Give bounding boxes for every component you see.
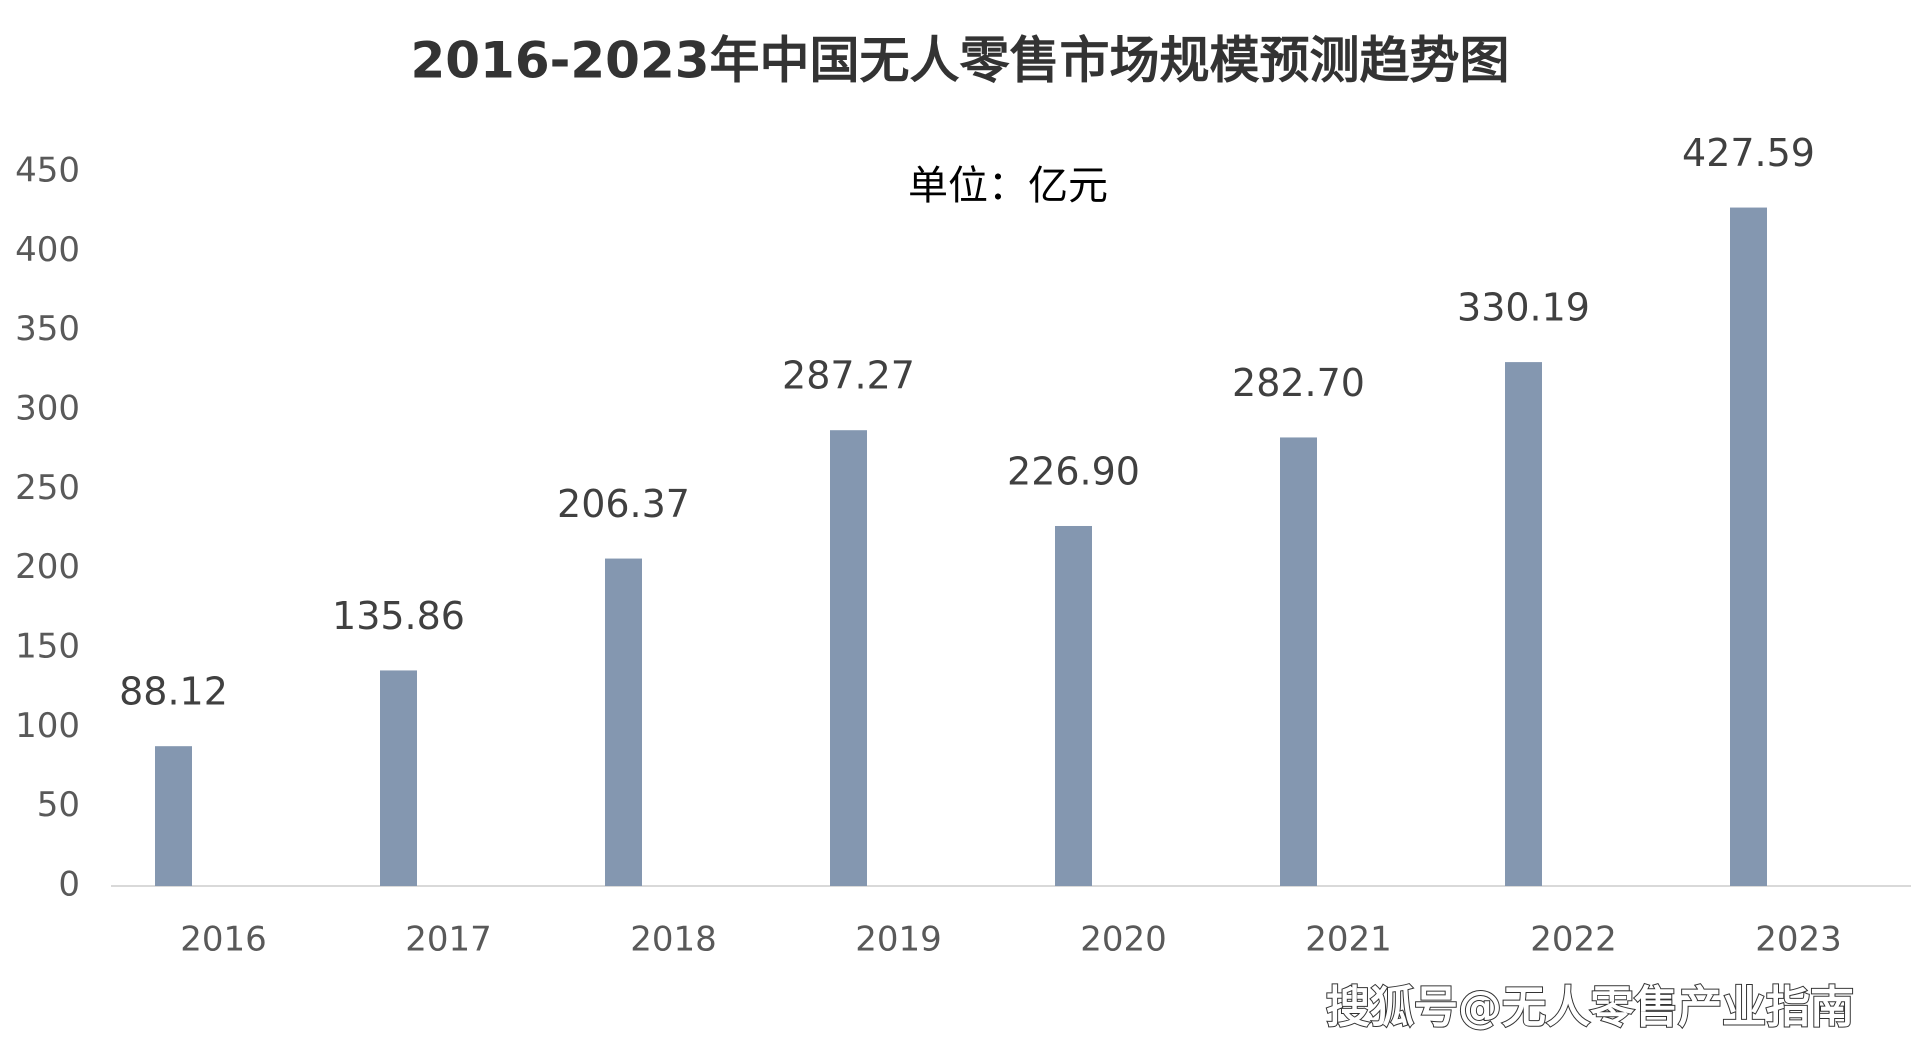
data-label: 226.90 [1007, 449, 1140, 493]
x-tick-label: 2023 [1755, 920, 1842, 960]
x-tick-label: 2016 [180, 920, 267, 960]
bar [1280, 437, 1317, 886]
bar [155, 746, 192, 886]
y-tick-label: 400 [15, 230, 80, 270]
x-tick-label: 2019 [855, 920, 942, 960]
data-label: 427.59 [1682, 131, 1815, 175]
data-label: 88.12 [119, 670, 228, 714]
x-tick-label: 2021 [1305, 920, 1392, 960]
y-tick-label: 200 [15, 547, 80, 587]
watermark: 搜狐号@无人零售产业指南 [1326, 982, 1854, 1033]
y-tick-label: 150 [15, 627, 80, 667]
chart-title: 2016-2023年中国无人零售市场规模预测趋势图 [410, 32, 1509, 90]
bar [1055, 525, 1092, 886]
y-tick-label: 350 [15, 309, 80, 349]
bar [1505, 362, 1542, 887]
y-tick-label: 100 [15, 706, 80, 746]
x-tick-label: 2020 [1080, 920, 1167, 960]
data-label: 287.27 [782, 354, 915, 398]
x-tick-label: 2017 [405, 920, 492, 960]
data-label: 330.19 [1457, 286, 1590, 330]
data-label: 282.70 [1232, 361, 1365, 405]
chart-subtitle: 单位：亿元 [908, 163, 1108, 209]
y-tick-label: 50 [37, 785, 80, 825]
y-tick-label: 0 [58, 865, 80, 905]
bar [605, 558, 642, 886]
x-tick-label: 2018 [630, 920, 717, 960]
y-tick-label: 300 [15, 389, 80, 429]
data-label: 135.86 [332, 594, 465, 638]
y-tick-label: 250 [15, 468, 80, 508]
bar [830, 430, 867, 886]
x-tick-label: 2022 [1530, 920, 1617, 960]
bar [1730, 207, 1767, 887]
data-label: 206.37 [557, 482, 690, 526]
y-tick-label: 450 [15, 151, 80, 191]
bar [380, 670, 417, 886]
